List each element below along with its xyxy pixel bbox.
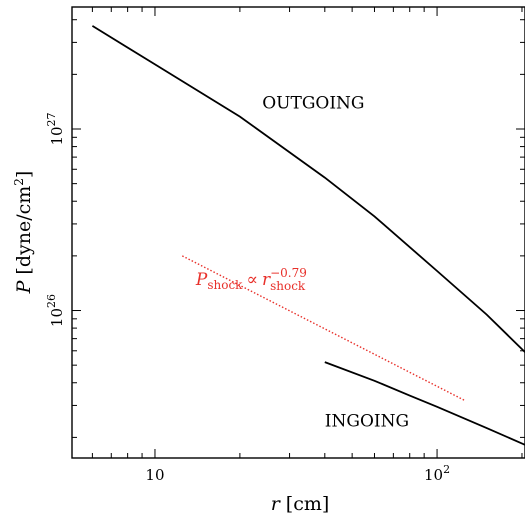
series-ingoing: [324, 361, 525, 446]
annotation-outgoing: OUTGOING: [262, 93, 364, 113]
series-outgoing: [91, 25, 525, 353]
series-fit: [181, 255, 465, 401]
x-axis-label: r [cm]: [271, 493, 330, 515]
series-layer: [91, 25, 525, 446]
minor-ticks: [72, 7, 525, 458]
annotation-fit-formula: Pshock ∝ r−0.79 shock: [195, 266, 307, 293]
plot-frame: [71, 6, 525, 459]
y-tick-label-1e27: 1027: [45, 112, 66, 145]
x-tick-label-10: 10: [145, 466, 164, 484]
major-ticks: [72, 7, 525, 458]
annotation-ingoing: INGOING: [325, 411, 409, 431]
y-tick-label-1e26: 1026: [45, 294, 66, 327]
x-tick-label-100: 102: [424, 463, 450, 484]
y-axis-label: P[dyne/cm2]: [12, 171, 35, 295]
